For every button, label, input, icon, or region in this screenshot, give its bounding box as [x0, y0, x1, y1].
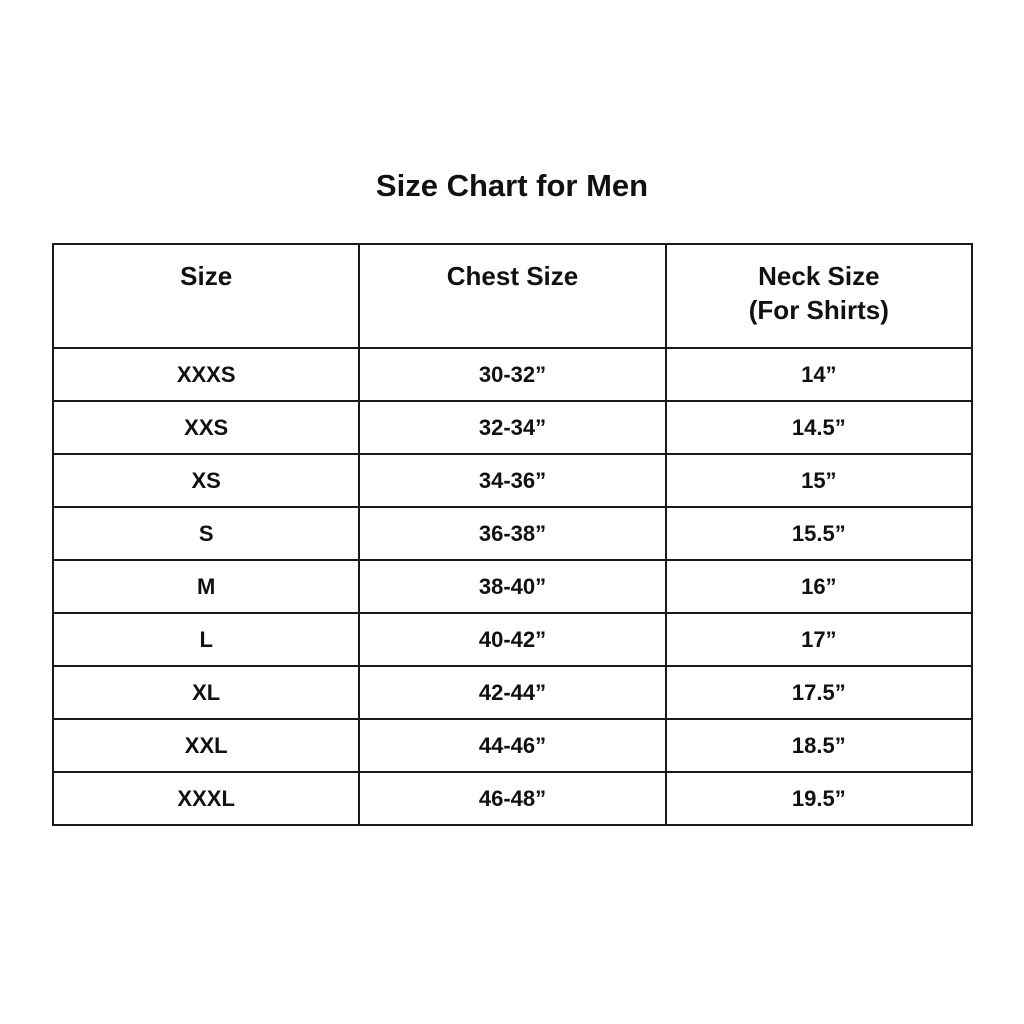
chest-size-cell: 40-42” — [358, 612, 667, 667]
chest-size-cell: 44-46” — [358, 718, 667, 773]
neck-size-cell: 17.5” — [664, 665, 974, 720]
size-cell: XXXS — [51, 347, 361, 402]
table-row: XXS 32-34” 14.5” — [51, 400, 974, 455]
neck-size-cell: 16” — [664, 559, 974, 614]
size-cell: XXXL — [51, 771, 361, 826]
neck-size-cell: 14” — [664, 347, 974, 402]
size-cell: XXL — [51, 718, 361, 773]
neck-size-cell: 15” — [664, 453, 974, 508]
chest-size-cell: 30-32” — [358, 347, 667, 402]
neck-size-cell: 17” — [664, 612, 974, 667]
table-row: XL 42-44” 17.5” — [51, 665, 974, 720]
size-cell: XXS — [51, 400, 361, 455]
table-row: L 40-42” 17” — [51, 612, 974, 667]
table-row: XXXS 30-32” 14” — [51, 347, 974, 402]
size-cell: XS — [51, 453, 361, 508]
chest-size-cell: 32-34” — [358, 400, 667, 455]
table-row: XS 34-36” 15” — [51, 453, 974, 508]
chest-size-cell: 36-38” — [358, 506, 667, 561]
header-chest-size: Chest Size — [358, 243, 667, 349]
neck-size-cell: 14.5” — [664, 400, 974, 455]
chest-size-cell: 42-44” — [358, 665, 667, 720]
table-row: XXL 44-46” 18.5” — [51, 718, 974, 773]
header-neck-size: Neck Size (For Shirts) — [664, 243, 974, 349]
table-row: M 38-40” 16” — [51, 559, 974, 614]
size-table: Size Chest Size Neck Size (For Shirts) X… — [51, 243, 974, 826]
page-title: Size Chart for Men — [375, 168, 649, 203]
neck-size-cell: 18.5” — [664, 718, 974, 773]
neck-size-cell: 15.5” — [664, 506, 974, 561]
chest-size-cell: 46-48” — [358, 771, 667, 826]
chest-size-cell: 34-36” — [358, 453, 667, 508]
chest-size-cell: 38-40” — [358, 559, 667, 614]
header-size: Size — [51, 243, 361, 349]
header-neck-size-note: (For Shirts) — [748, 295, 889, 325]
table-row: S 36-38” 15.5” — [51, 506, 974, 561]
header-row: Size Chest Size Neck Size (For Shirts) — [51, 243, 974, 349]
header-neck-size-label: Neck Size — [758, 261, 880, 291]
neck-size-cell: 19.5” — [664, 771, 974, 826]
size-cell: M — [51, 559, 361, 614]
table-row: XXXL 46-48” 19.5” — [51, 771, 974, 826]
size-cell: XL — [51, 665, 361, 720]
size-cell: L — [51, 612, 361, 667]
size-cell: S — [51, 506, 361, 561]
